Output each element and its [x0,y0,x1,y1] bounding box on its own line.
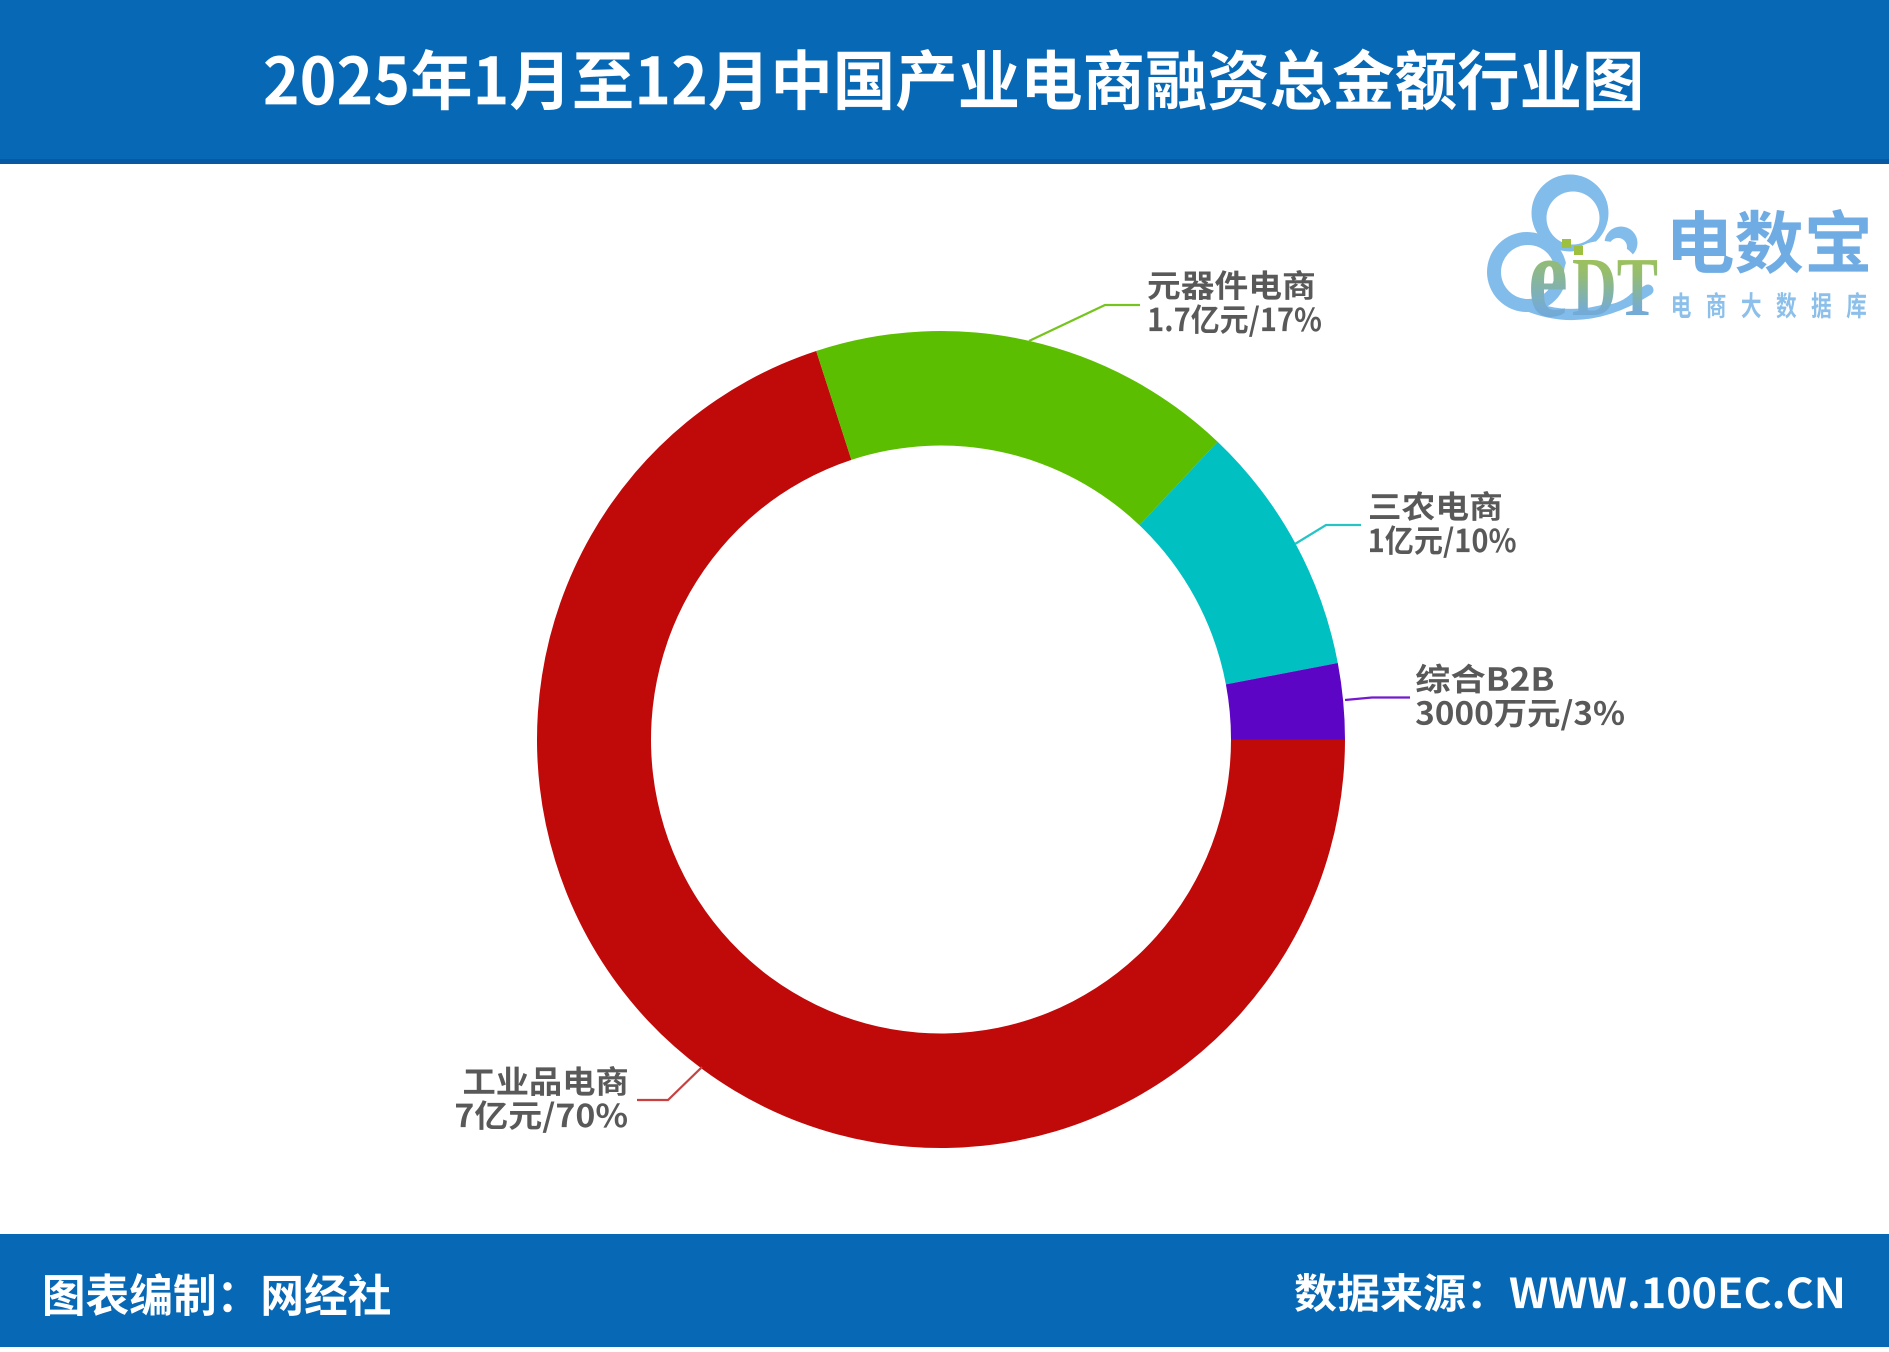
svg-text:e: e [1528,211,1568,342]
svg-text:DT: DT [1572,241,1658,334]
